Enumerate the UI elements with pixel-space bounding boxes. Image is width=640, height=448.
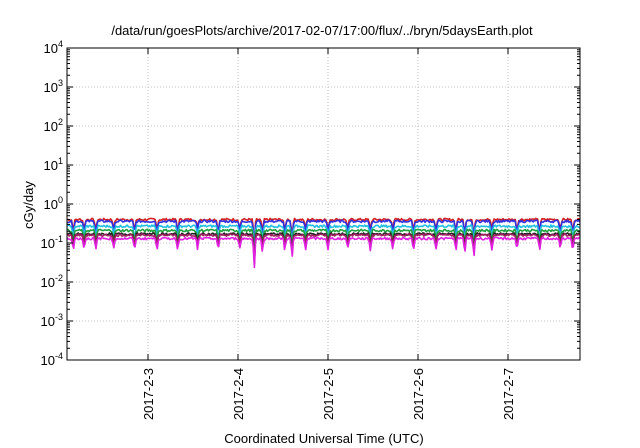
y-axis: 10-4 10-3 10-2 10-1 100 101 102 103 104 xyxy=(41,39,580,368)
y-tick-label: 102 xyxy=(44,117,63,134)
series-line xyxy=(66,232,581,265)
y-tick-label: 10-1 xyxy=(41,234,63,251)
x-tick-label: 2017-2-6 xyxy=(411,368,426,420)
series-line xyxy=(67,219,581,251)
grid xyxy=(67,48,580,360)
chart-title: /data/run/goesPlots/archive/2017-02-07/1… xyxy=(111,23,533,38)
y-tick-label: 104 xyxy=(44,39,63,56)
series-line xyxy=(66,236,581,269)
x-tick-label: 2017-2-5 xyxy=(321,368,336,420)
y-tick-label: 10-3 xyxy=(41,312,63,329)
x-tick-label: 2017-2-4 xyxy=(231,368,246,420)
x-axis: 2017-2-3 2017-2-4 2017-2-5 2017-2-6 2017-2-7 xyxy=(141,48,516,420)
y-tick-label: 101 xyxy=(44,156,63,173)
series-line xyxy=(66,233,581,264)
y-axis-label: cGy/day xyxy=(21,181,36,229)
y-tick-label: 10-2 xyxy=(41,273,63,290)
series-line xyxy=(66,228,581,260)
series-line xyxy=(66,224,581,256)
x-tick-label: 2017-2-3 xyxy=(141,368,156,420)
series-group xyxy=(66,217,581,269)
x-tick-label: 2017-2-7 xyxy=(501,368,516,420)
y-tick-label: 10-4 xyxy=(41,351,63,368)
x-axis-label: Coordinated Universal Time (UTC) xyxy=(224,431,423,446)
y-tick-label: 100 xyxy=(44,195,63,212)
y-tick-label: 103 xyxy=(44,78,63,95)
plot-frame xyxy=(66,47,581,361)
